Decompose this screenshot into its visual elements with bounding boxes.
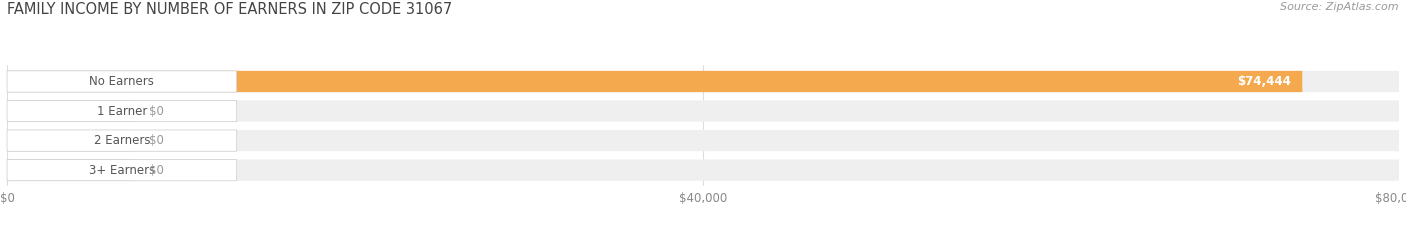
- Text: Source: ZipAtlas.com: Source: ZipAtlas.com: [1281, 2, 1399, 12]
- Text: No Earners: No Earners: [90, 75, 155, 88]
- FancyBboxPatch shape: [7, 130, 236, 151]
- FancyBboxPatch shape: [7, 71, 236, 92]
- Text: 2 Earners: 2 Earners: [94, 134, 150, 147]
- FancyBboxPatch shape: [7, 100, 236, 122]
- FancyBboxPatch shape: [7, 130, 1399, 151]
- Text: 1 Earner: 1 Earner: [97, 105, 148, 117]
- FancyBboxPatch shape: [7, 160, 132, 181]
- Text: FAMILY INCOME BY NUMBER OF EARNERS IN ZIP CODE 31067: FAMILY INCOME BY NUMBER OF EARNERS IN ZI…: [7, 2, 453, 17]
- FancyBboxPatch shape: [7, 130, 132, 151]
- FancyBboxPatch shape: [7, 100, 132, 122]
- FancyBboxPatch shape: [7, 100, 1399, 122]
- Text: 3+ Earners: 3+ Earners: [89, 164, 155, 177]
- FancyBboxPatch shape: [7, 160, 236, 181]
- Text: $74,444: $74,444: [1237, 75, 1291, 88]
- Text: $0: $0: [149, 164, 165, 177]
- FancyBboxPatch shape: [7, 160, 1399, 181]
- Text: $0: $0: [149, 105, 165, 117]
- FancyBboxPatch shape: [7, 71, 1302, 92]
- Text: $0: $0: [149, 134, 165, 147]
- FancyBboxPatch shape: [7, 71, 1399, 92]
